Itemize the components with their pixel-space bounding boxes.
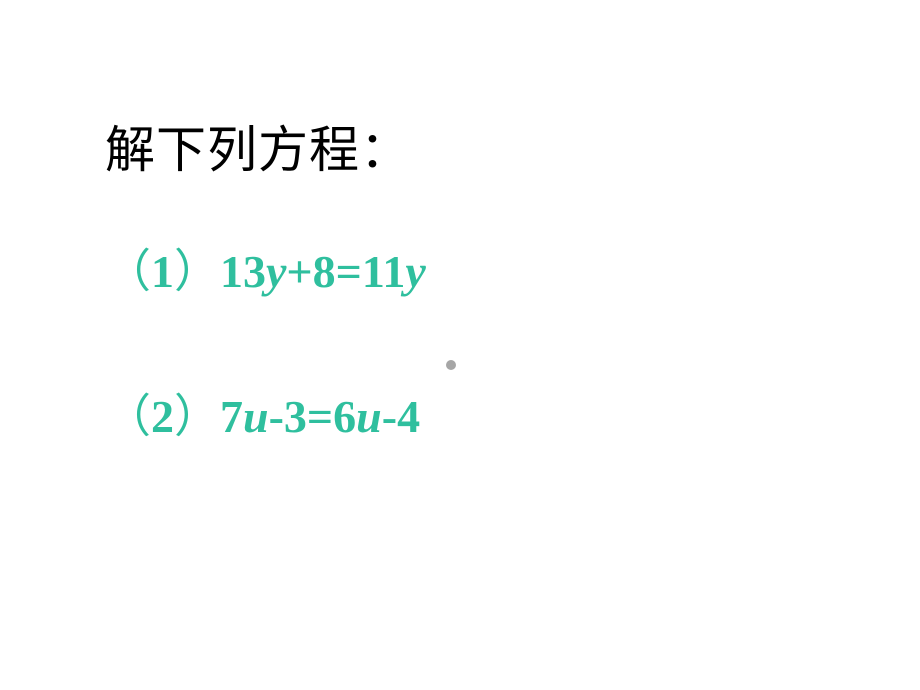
eq1-rhs-var: y: [405, 246, 425, 297]
eq1-lhs-coef1: 13: [220, 246, 266, 297]
eq1-eq-sign: =: [336, 246, 362, 297]
eq2-lhs-coef1: 7: [220, 391, 243, 442]
eq1-left-paren: （: [105, 246, 151, 297]
eq2-rhs-const: 4: [397, 391, 420, 442]
eq2-rhs-var: u: [356, 391, 382, 442]
eq2-eq-sign: =: [307, 391, 333, 442]
eq2-left-paren: （: [105, 391, 151, 442]
eq1-lhs-op: +: [286, 246, 312, 297]
eq1-num: 1: [151, 246, 174, 297]
eq1-rhs-coef: 11: [362, 246, 405, 297]
eq2-rhs-op: -: [382, 391, 397, 442]
eq2-rhs-coef: 6: [333, 391, 356, 442]
eq1-right-paren: ）: [174, 246, 220, 297]
equation-1: （1）13y+8=11y: [105, 235, 426, 301]
marker-dot-icon: [446, 360, 456, 370]
eq2-lhs-const: 3: [284, 391, 307, 442]
eq2-lhs-var1: u: [243, 391, 269, 442]
eq1-lhs-const: 8: [313, 246, 336, 297]
equation-2: （2）7u-3=6u-4: [105, 380, 420, 446]
heading-text: 解下列方程：: [105, 110, 411, 182]
eq2-lhs-op: -: [269, 391, 284, 442]
eq2-right-paren: ）: [174, 391, 220, 442]
eq2-num: 2: [151, 391, 174, 442]
eq1-lhs-var1: y: [266, 246, 286, 297]
slide: 解下列方程： （1）13y+8=11y （2）7u-3=6u-4: [0, 0, 920, 690]
